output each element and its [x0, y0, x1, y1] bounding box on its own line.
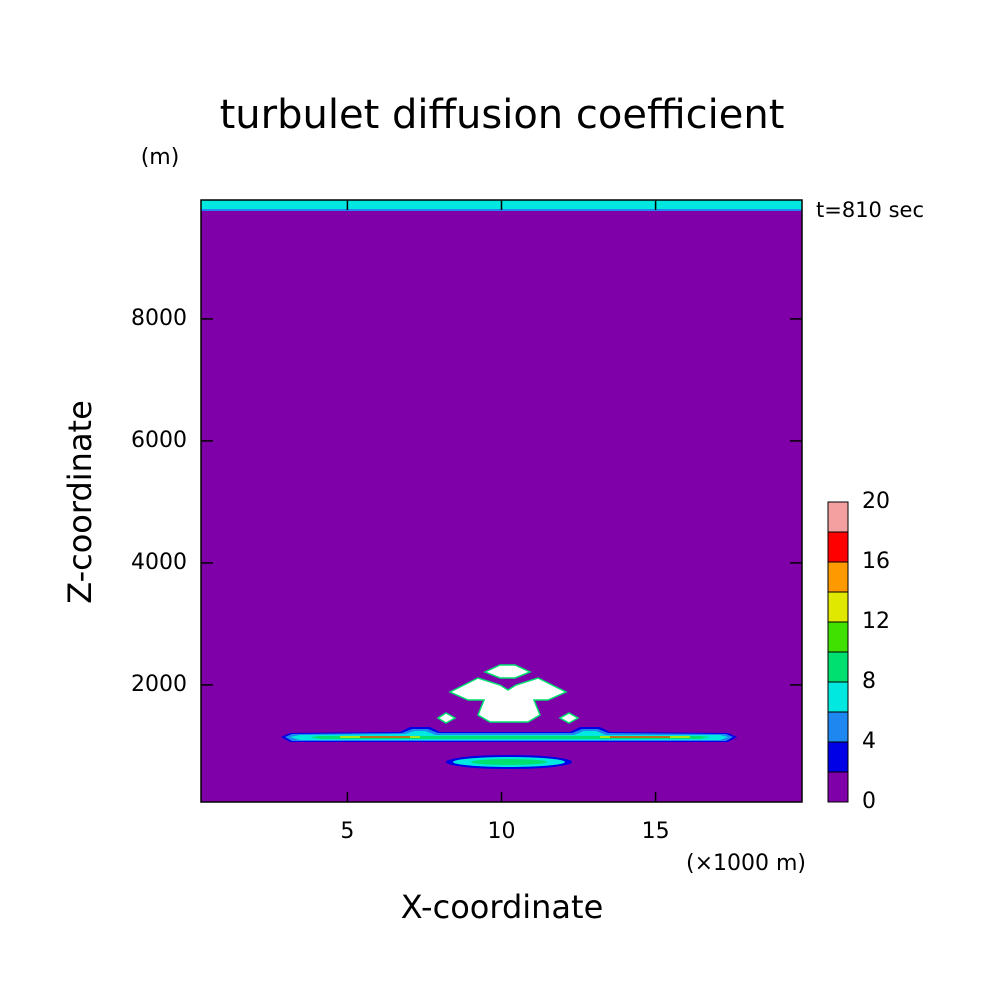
colorbar-tick-label: 20 — [862, 489, 890, 514]
colorbar-tick-label: 4 — [862, 729, 876, 754]
colorbar-box — [827, 711, 849, 743]
contour-core — [436, 712, 457, 724]
y-tick-label: 2000 — [131, 672, 187, 697]
chart-title: turbulet diffusion coefficient — [220, 92, 785, 138]
colorbar-box — [827, 771, 849, 803]
y-tick-label: 8000 — [131, 306, 187, 331]
y-unit: (m) — [141, 145, 180, 170]
contour-core — [558, 712, 580, 724]
x-axis-label: X-coordinate — [401, 888, 604, 926]
colorbar-box — [827, 561, 849, 593]
colorbar-box — [827, 501, 849, 533]
colorbar-tick-label: 0 — [862, 789, 876, 814]
time-annotation: t=810 sec — [816, 198, 924, 222]
x-tick-label: 15 — [642, 819, 670, 844]
contour-core — [448, 677, 568, 723]
y-tick-label: 4000 — [131, 550, 187, 575]
contour-band — [471, 759, 547, 765]
colorbar-box — [827, 741, 849, 773]
plot-area — [200, 199, 803, 803]
colorbar-tick-label: 12 — [862, 609, 890, 634]
contour-core — [436, 664, 580, 724]
colorbar-box — [827, 621, 849, 653]
x-unit: (×1000 m) — [686, 851, 806, 876]
contour-core — [483, 664, 532, 679]
colorbar-box — [827, 681, 849, 713]
y-axis-label: Z-coordinate — [61, 400, 99, 604]
colorbar-box — [827, 651, 849, 683]
colorbar-tick-label: 16 — [862, 549, 890, 574]
x-tick-label: 5 — [340, 819, 354, 844]
colorbar-tick-label: 8 — [862, 669, 876, 694]
colorbar-box — [827, 591, 849, 623]
colorbar-box — [827, 531, 849, 563]
x-tick-label: 10 — [488, 819, 516, 844]
y-tick-label: 6000 — [131, 428, 187, 453]
